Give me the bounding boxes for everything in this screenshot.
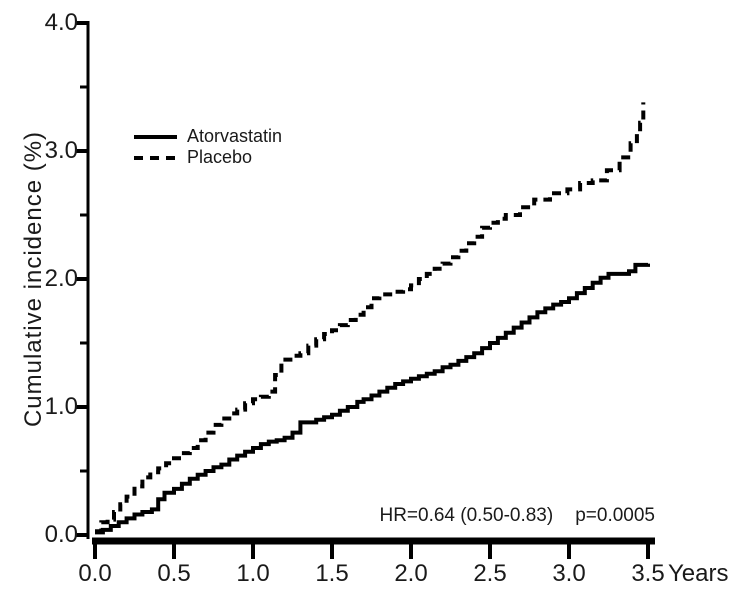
x-tick-label: 0.0 xyxy=(78,560,112,587)
legend-item-placebo: Placebo xyxy=(134,147,282,168)
y-tick-label: 2.0 xyxy=(44,265,78,292)
x-tick-label: 1.0 xyxy=(236,560,270,587)
solid-line-sample xyxy=(134,134,177,139)
stats-annotation: HR=0.64 (0.50-0.83) p=0.0005 xyxy=(379,505,655,527)
legend-label-atorvastatin: Atorvastatin xyxy=(187,126,283,146)
y-tick-label: 0.0 xyxy=(44,521,78,548)
hazard-ratio-text: HR=0.64 (0.50-0.83) xyxy=(379,505,554,526)
curve-placebo xyxy=(95,102,646,534)
y-tick-label: 3.0 xyxy=(44,137,78,164)
x-tick-label: 3.0 xyxy=(552,560,586,587)
legend-item-atorvastatin: Atorvastatin xyxy=(134,126,282,147)
curve-atorvastatin xyxy=(95,262,650,535)
p-value-text: p=0.0005 xyxy=(575,505,655,526)
x-axis-unit-label: Years xyxy=(668,560,729,587)
legend-label-placebo: Placebo xyxy=(187,147,253,167)
dashed-line-sample xyxy=(134,155,177,160)
x-tick-label: 3.5 xyxy=(631,560,665,587)
x-tick-label: 0.5 xyxy=(157,560,191,587)
x-tick-label: 2.0 xyxy=(394,560,428,587)
x-tick-label: 1.5 xyxy=(315,560,349,587)
x-axis-line xyxy=(92,537,655,545)
legend: Atorvastatin Placebo xyxy=(134,126,282,168)
y-tick-label: 4.0 xyxy=(44,9,78,36)
x-tick-label: 2.5 xyxy=(473,560,507,587)
y-tick-label: 1.0 xyxy=(44,393,78,420)
